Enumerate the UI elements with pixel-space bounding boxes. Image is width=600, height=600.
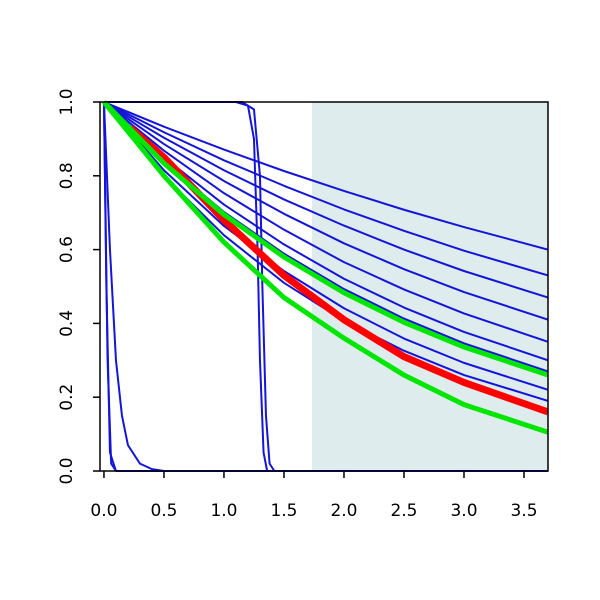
x-tick-label: 3.0	[450, 501, 477, 521]
y-tick-label: 0.8	[57, 162, 77, 189]
curve	[102, 100, 548, 435]
y-tick-label: 0.0	[57, 457, 77, 484]
x-tick-label: 0.5	[150, 501, 177, 521]
y-tick-label: 1.0	[57, 88, 77, 115]
x-tick-label: 1.0	[210, 501, 237, 521]
x-tick-label: 2.0	[330, 501, 357, 521]
x-tick-label: 2.5	[390, 501, 417, 521]
curve	[103, 101, 548, 343]
y-tick-label: 0.4	[57, 310, 77, 337]
shaded-region	[311, 102, 548, 471]
curve	[102, 101, 117, 472]
curve	[128, 125, 548, 416]
curve	[103, 101, 548, 277]
x-tick-label: 0.0	[90, 501, 117, 521]
x-tick-label: 3.5	[510, 501, 537, 521]
curve	[103, 101, 548, 251]
curve	[103, 101, 276, 472]
y-tick-label: 0.2	[57, 384, 77, 411]
curve	[103, 101, 548, 321]
curve	[102, 100, 548, 378]
plot-frame	[99, 101, 549, 472]
x-tick-label: 1.5	[270, 501, 297, 521]
y-tick-label: 0.6	[57, 236, 77, 263]
curve	[103, 101, 548, 299]
curve	[103, 101, 548, 391]
curve	[102, 101, 165, 472]
